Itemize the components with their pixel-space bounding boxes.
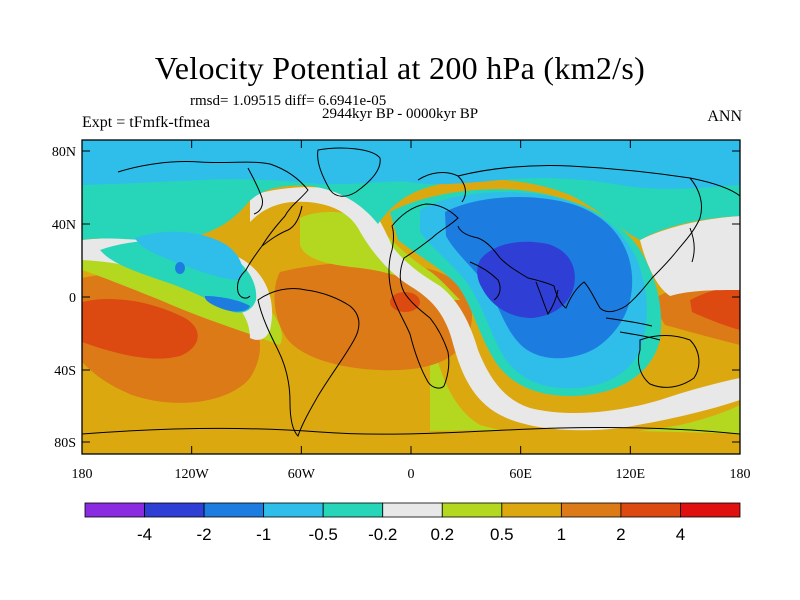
contour-field [82, 140, 740, 454]
field-darkblue-asia [477, 241, 575, 318]
coast-asia [457, 164, 740, 313]
field-white-wpacific [640, 216, 740, 296]
coast-north-america [117, 161, 309, 299]
x-tick-label: 60E [509, 467, 532, 482]
season-label: ANN [707, 108, 742, 125]
stats-text: rmsd= 1.09515 diff= 6.6941e-05 [190, 93, 387, 109]
x-tick-label: 0 [408, 467, 415, 482]
coast-africa [388, 203, 459, 389]
x-tick-label: 180 [72, 467, 93, 482]
colorbar-swatch [84, 502, 145, 518]
y-axis: 80N 40N 0 40S 80S [52, 145, 740, 451]
x-axis: 180 120W 60W 0 60E 120E 180 [72, 140, 751, 482]
coast-indonesia [605, 317, 661, 341]
coast-south-america [257, 287, 360, 437]
colorbar-swatch [382, 502, 443, 518]
colorbar-label: 1 [557, 525, 566, 544]
coastlines [82, 147, 740, 437]
y-tick-label: 0 [69, 291, 76, 306]
x-tick-label: 120W [175, 467, 210, 482]
x-tick-label: 60W [288, 467, 316, 482]
colorbar-swatch [441, 502, 503, 518]
coast-antarctica [82, 426, 740, 435]
colorbar-label: -2 [197, 525, 212, 544]
colorbar-swatch [263, 502, 324, 518]
colorbar-label: 0.2 [430, 525, 454, 544]
colorbar-label: 0.5 [490, 525, 514, 544]
colorbar-label: -1 [256, 525, 271, 544]
colorbar-swatch [144, 502, 205, 518]
colorbar-label: 2 [616, 525, 625, 544]
coast-greenland [317, 147, 381, 197]
coast-australia [637, 335, 700, 388]
period-text: 2944kyr BP - 0000kyr BP [322, 106, 479, 122]
y-tick-label: 80N [52, 145, 76, 160]
coast-japan [689, 227, 695, 263]
colorbar-swatch [680, 502, 741, 518]
coast-arabia-india [469, 261, 559, 316]
field-red-pacific [82, 298, 198, 359]
colorbar-swatch [560, 502, 622, 518]
colorbar-swatch [322, 502, 384, 518]
colorbar: -4 -2 -1 -0.5 -0.2 0.2 0.5 1 2 4 [84, 502, 741, 544]
field-red-wpacific [690, 285, 740, 330]
map-title: Velocity Potential at 200 hPa (km2/s) [154, 50, 646, 86]
field-cyan-npacific [135, 231, 243, 280]
field-cyan-arctic [82, 140, 740, 189]
colorbar-label: 4 [676, 525, 685, 544]
y-tick-label: 40N [52, 218, 76, 233]
x-tick-label: 180 [730, 467, 751, 482]
field-antarctic [82, 430, 740, 454]
colorbar-label: -0.5 [309, 525, 338, 544]
colorbar-swatch [620, 502, 681, 518]
y-tick-label: 40S [54, 364, 76, 379]
field-blue-npacific-dot [175, 262, 185, 274]
colorbar-swatch [501, 502, 562, 518]
colorbar-label: -4 [137, 525, 152, 544]
coast-hudson [247, 167, 263, 215]
field-blue-epacific [204, 296, 250, 312]
field-yellowgreen-npacific [82, 248, 282, 345]
colorbar-swatch [203, 502, 265, 518]
experiment-label: Expt = tFmfk-tfmea [82, 114, 211, 131]
field-white-band [250, 187, 740, 431]
colorbar-label: -0.2 [368, 525, 397, 544]
y-tick-label: 80S [54, 436, 76, 451]
x-tick-label: 120E [616, 467, 646, 482]
